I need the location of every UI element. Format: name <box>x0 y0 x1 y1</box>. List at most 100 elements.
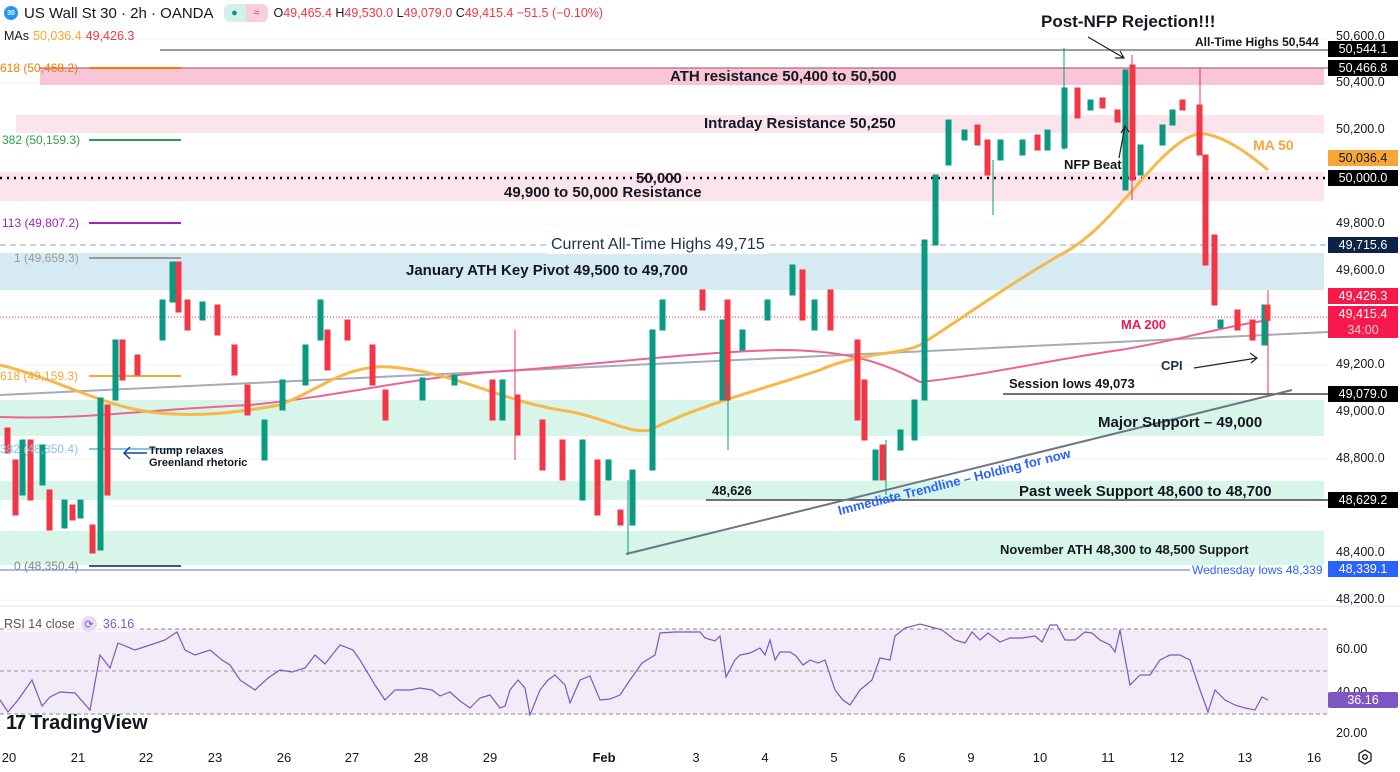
price-axis-label: 50,400.0 <box>1336 75 1385 89</box>
time-axis-label: 6 <box>898 750 906 765</box>
nfp-beat-label: NFP Beat <box>1064 157 1122 172</box>
price-change: −51.5 (−0.10%) <box>516 6 604 20</box>
cpi-label: CPI <box>1161 358 1183 373</box>
time-axis-label: 26 <box>276 750 292 765</box>
ma50-label: MA 50 <box>1253 137 1294 153</box>
time-axis-label: 5 <box>830 750 838 765</box>
price-tag-ath-line: 50,466.8 <box>1328 60 1398 76</box>
time-axis-label: 28 <box>413 750 429 765</box>
post-nfp-label: Post-NFP Rejection!!! <box>1041 12 1216 31</box>
zone-49900-resistance <box>0 172 1324 201</box>
time-axis-label: 16 <box>1306 750 1322 765</box>
price-tag-last: 49,415.4 <box>1328 306 1398 322</box>
price-axis-label: 48,200.0 <box>1336 592 1385 606</box>
price-tag-ma50: 50,036.4 <box>1328 150 1398 166</box>
price-axis-label: 50,200.0 <box>1336 122 1385 136</box>
immediate-trendline <box>625 389 1293 555</box>
fib-label-1: 1 (49,659.3) <box>14 251 79 265</box>
long-trendline <box>0 331 1329 396</box>
moving-averages-legend[interactable]: MAs 50,036.4 49,426.3 <box>4 29 135 43</box>
price-tag-session-low: 49,079.0 <box>1328 386 1398 402</box>
time-axis-label: 13 <box>1237 750 1253 765</box>
time-axis-label: 9 <box>967 750 975 765</box>
trump-arrow <box>122 446 147 460</box>
time-axis-label: 11 <box>1101 750 1115 765</box>
rsi-label: RSI 14 close <box>4 617 75 631</box>
market-status-icon[interactable]: ● <box>223 4 246 22</box>
ma200-value: 49,426.3 <box>85 29 135 43</box>
price-tag-50000: 50,000.0 <box>1328 170 1398 186</box>
price-tag-wednesday-low: 48,339.1 <box>1328 561 1398 577</box>
november-ath-label: November ATH 48,300 to 48,500 Support <box>1000 542 1249 557</box>
time-axis-label: 4 <box>761 750 769 765</box>
time-axis-label: 20 <box>1 750 17 765</box>
wednesday-lows-label: Wednesday lows 48,339 <box>1192 563 1323 577</box>
rsi-line <box>0 623 1269 718</box>
bar-countdown: 34:00 <box>1328 322 1398 338</box>
zone-intraday-resistance <box>16 115 1324 133</box>
price-axis-label: 48,800.0 <box>1336 451 1385 465</box>
trump-label: Trump relaxes Greenland rhetoric <box>149 445 248 469</box>
time-axis-label: 29 <box>482 750 498 765</box>
fifty-thousand-label: 50,000 <box>636 170 682 187</box>
settings-gear-icon[interactable] <box>1357 749 1373 765</box>
level-48626-label: 48,626 <box>712 483 752 498</box>
price-tag-past-week: 48,629.2 <box>1328 492 1398 508</box>
fib-label-0382: 382 (48,850.4) <box>0 442 79 456</box>
zone-past-week-support <box>0 481 1324 500</box>
resistance-49900-label: 49,900 to 50,000 Resistance <box>504 184 702 201</box>
time-axis-label: Feb <box>592 750 616 765</box>
status-pills: ● ≈ <box>223 4 268 22</box>
price-axis-label: 48,400.0 <box>1336 545 1385 559</box>
time-axis-label: 10 <box>1032 750 1048 765</box>
annotation-arrows <box>1087 36 1258 369</box>
price-axis-label: 49,000.0 <box>1336 404 1385 418</box>
rsi-axis-label: 20.00 <box>1336 726 1368 740</box>
tradingview-logo[interactable]: 17 TradingView <box>6 712 148 734</box>
symbol-badge[interactable]: 30 <box>4 6 18 20</box>
ohlc-values: O49,465.4 H49,530.0 L49,079.0 C49,415.4 … <box>273 6 604 20</box>
ma200-label: MA 200 <box>1121 317 1167 332</box>
fib-label-0618: 618 (49,159.3) <box>0 369 79 383</box>
session-lows-label: Session lows 49,073 <box>1009 376 1135 391</box>
symbol-title[interactable]: US Wall St 30 · 2h · OANDA <box>24 4 214 22</box>
time-axis-label: 12 <box>1169 750 1185 765</box>
chart-header: 30 US Wall St 30 · 2h · OANDA ● ≈ O49,46… <box>4 4 603 22</box>
fib-label-1618: 618 (50,468.2) <box>0 61 79 75</box>
rsi-axis-label: 60.00 <box>1336 642 1368 656</box>
price-tag-current-ath: 49,715.6 <box>1328 237 1398 253</box>
price-axis-label: 49,600.0 <box>1336 263 1385 277</box>
current-ath-label: Current All-Time Highs 49,715 <box>547 236 769 254</box>
rsi-value: 36.16 <box>102 617 135 631</box>
time-axis-label: 22 <box>138 750 154 765</box>
price-axis-label: 50,600.0 <box>1336 29 1385 43</box>
time-axis-label: 3 <box>692 750 700 765</box>
compare-icon[interactable]: ≈ <box>245 4 268 22</box>
intraday-resistance-label: Intraday Resistance 50,250 <box>704 115 896 132</box>
january-pivot-label: January ATH Key Pivot 49,500 to 49,700 <box>406 262 688 279</box>
price-tag-ma200: 49,426.3 <box>1328 288 1398 304</box>
time-axis-label: 21 <box>70 750 86 765</box>
fib-label-1382: 382 (50,159.3) <box>2 133 81 147</box>
ma50-value: 50,036.4 <box>33 29 82 43</box>
rsi-legend[interactable]: RSI 14 close ⟳ 36.16 <box>4 616 139 632</box>
fib-label-0: 0 (48,350.4) <box>14 559 79 573</box>
zone-november-support <box>0 531 1324 565</box>
major-support-label: Major Support – 49,000 <box>1098 414 1263 431</box>
zone-ath-resistance <box>40 68 1324 85</box>
price-axis-label: 49,800.0 <box>1336 216 1385 230</box>
fib-label-1113: 113 (49,807.2) <box>2 216 80 230</box>
time-axis-label: 23 <box>207 750 223 765</box>
ath-label: All-Time Highs 50,544 <box>1195 35 1319 49</box>
price-axis-label: 49,200.0 <box>1336 357 1385 371</box>
past-week-support-label: Past week Support 48,600 to 48,700 <box>1019 483 1272 500</box>
candles <box>4 48 1271 555</box>
tradingview-mark-icon: 17 <box>6 712 26 734</box>
zone-january-pivot <box>0 253 1324 290</box>
ath-resistance-label: ATH resistance 50,400 to 50,500 <box>670 68 897 85</box>
time-axis-label: 27 <box>344 750 360 765</box>
price-tag-ath: 50,544.1 <box>1328 41 1398 57</box>
refresh-icon[interactable]: ⟳ <box>80 616 97 632</box>
rsi-value-tag: 36.16 <box>1328 692 1398 708</box>
